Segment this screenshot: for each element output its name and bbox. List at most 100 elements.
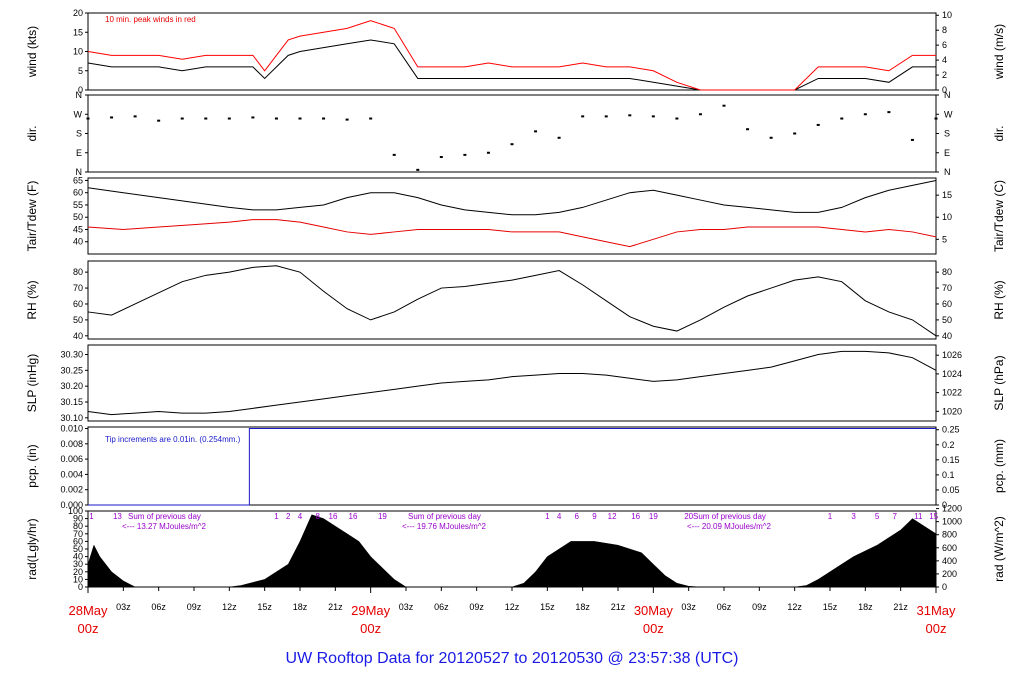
series-line — [87, 20, 936, 91]
y-tick-label: 0.002 — [60, 485, 83, 495]
y-axis-title-right: rad (W/m^2) — [992, 516, 1006, 582]
y-tick-label-right: 1022 — [942, 388, 962, 398]
x-tick-label: 06z — [151, 602, 166, 612]
y-axis-title: SLP (inHg) — [25, 354, 39, 412]
hour-mark: 4 — [557, 512, 562, 521]
y-tick-label: E — [76, 148, 82, 158]
hour-mark: 2 — [286, 512, 291, 521]
y-tick-label-right: 6 — [942, 40, 947, 50]
y-tick-label-right: N — [944, 167, 951, 177]
x-tick-label: 12z — [222, 602, 237, 612]
y-tick-label: 0 — [78, 85, 83, 95]
y-tick-label: 65 — [73, 175, 83, 185]
x-day-hour: 00z — [360, 621, 381, 636]
series-line — [87, 350, 937, 416]
y-tick-label: W — [74, 109, 83, 119]
y-axis-title-right: Tair/Tdew (C) — [992, 180, 1006, 252]
y-tick-label: N — [76, 167, 83, 177]
x-tick-label: 15z — [257, 602, 272, 612]
hour-mark: 20 — [684, 512, 693, 521]
x-day-hour: 00z — [78, 621, 99, 636]
y-tick-label: 30 — [73, 559, 83, 569]
y-tick-label: 0.000 — [60, 500, 83, 510]
series-line — [87, 179, 937, 216]
day-total-value: <--- 20.09 MJoules/m^2 — [687, 522, 772, 531]
scatter-point — [534, 130, 538, 133]
scatter-point — [604, 115, 608, 118]
y-tick-label: 100 — [68, 506, 83, 516]
x-tick-label: 03z — [116, 602, 131, 612]
y-tick-label: 0 — [78, 582, 83, 592]
hour-mark: 16 — [349, 512, 358, 521]
x-tick-label: 18z — [858, 602, 873, 612]
y-axis-title: wind (kts) — [25, 26, 39, 78]
x-tick-label: 12z — [787, 602, 802, 612]
scatter-point — [769, 136, 773, 139]
y-axis-title-right: RH (%) — [992, 280, 1006, 319]
y-tick-label-right: 1020 — [942, 406, 962, 416]
scatter-point — [510, 143, 514, 146]
y-tick-label: 80 — [73, 521, 83, 531]
y-tick-label: 50 — [73, 212, 83, 222]
scatter-point — [887, 111, 891, 114]
y-tick-label-right: 0.25 — [942, 425, 960, 435]
x-day-label: 28May — [68, 603, 108, 618]
y-tick-label-right: 600 — [942, 543, 957, 553]
y-tick-label-right: 5 — [942, 234, 947, 244]
day-total-label: Sum of previous day — [128, 512, 201, 521]
scatter-point — [581, 115, 585, 118]
y-tick-label-right: 40 — [942, 331, 952, 341]
hour-mark: 13 — [113, 512, 122, 521]
y-tick-label-right: 1200 — [942, 504, 962, 514]
y-tick-label-right: 70 — [942, 283, 952, 293]
hour-mark: 1 — [274, 512, 279, 521]
y-tick-label: 90 — [73, 514, 83, 524]
scatter-point — [227, 117, 231, 120]
x-tick-label: 03z — [681, 602, 696, 612]
x-tick-label: 18z — [575, 602, 590, 612]
scatter-point — [298, 117, 302, 120]
panel-frame — [87, 177, 937, 255]
hour-mark: 19 — [649, 512, 658, 521]
y-tick-label-right: 10 — [942, 212, 952, 222]
y-tick-label-right: 0 — [942, 85, 947, 95]
hour-mark: 6 — [575, 512, 580, 521]
y-tick-label: 20 — [73, 567, 83, 577]
y-tick-label-right: 50 — [942, 315, 952, 325]
hour-mark: 3 — [851, 512, 856, 521]
y-tick-label-right: 1026 — [942, 350, 962, 360]
y-axis-title: Tair/Tdew (F) — [25, 181, 39, 252]
y-tick-label-right: 200 — [942, 569, 957, 579]
x-day-hour: 00z — [926, 621, 947, 636]
x-tick-label: 21z — [893, 602, 908, 612]
scatter-point — [369, 117, 373, 120]
scatter-point — [651, 115, 655, 118]
scatter-point — [698, 113, 702, 116]
scatter-point — [793, 132, 797, 135]
y-tick-label-right: 800 — [942, 530, 957, 540]
scatter-point — [934, 117, 938, 120]
day-total-value: <--- 13.27 MJoules/m^2 — [122, 522, 207, 531]
y-tick-label-right: 0.05 — [942, 485, 960, 495]
panel-frame — [87, 510, 937, 588]
y-tick-label: 60 — [73, 188, 83, 198]
y-tick-label: 10 — [73, 47, 83, 57]
hour-mark: 16 — [631, 512, 640, 521]
y-tick-label-right: 80 — [942, 267, 952, 277]
y-axis-title: RH (%) — [25, 280, 39, 319]
scatter-point — [722, 104, 726, 107]
y-tick-label: 30.30 — [60, 350, 83, 360]
y-tick-label: 60 — [73, 299, 83, 309]
y-tick-label-right: 0.1 — [942, 470, 955, 480]
hour-mark: 11 — [914, 512, 923, 521]
series-line — [88, 428, 936, 506]
x-tick-label: 09z — [469, 602, 484, 612]
scatter-point — [486, 151, 490, 154]
day-total-label: Sum of previous day — [693, 512, 766, 521]
y-tick-label-right: 2 — [942, 70, 947, 80]
y-tick-label: 0.010 — [60, 424, 83, 434]
radiation-area — [87, 514, 937, 588]
series-line — [87, 39, 936, 91]
y-tick-label: N — [76, 90, 83, 100]
